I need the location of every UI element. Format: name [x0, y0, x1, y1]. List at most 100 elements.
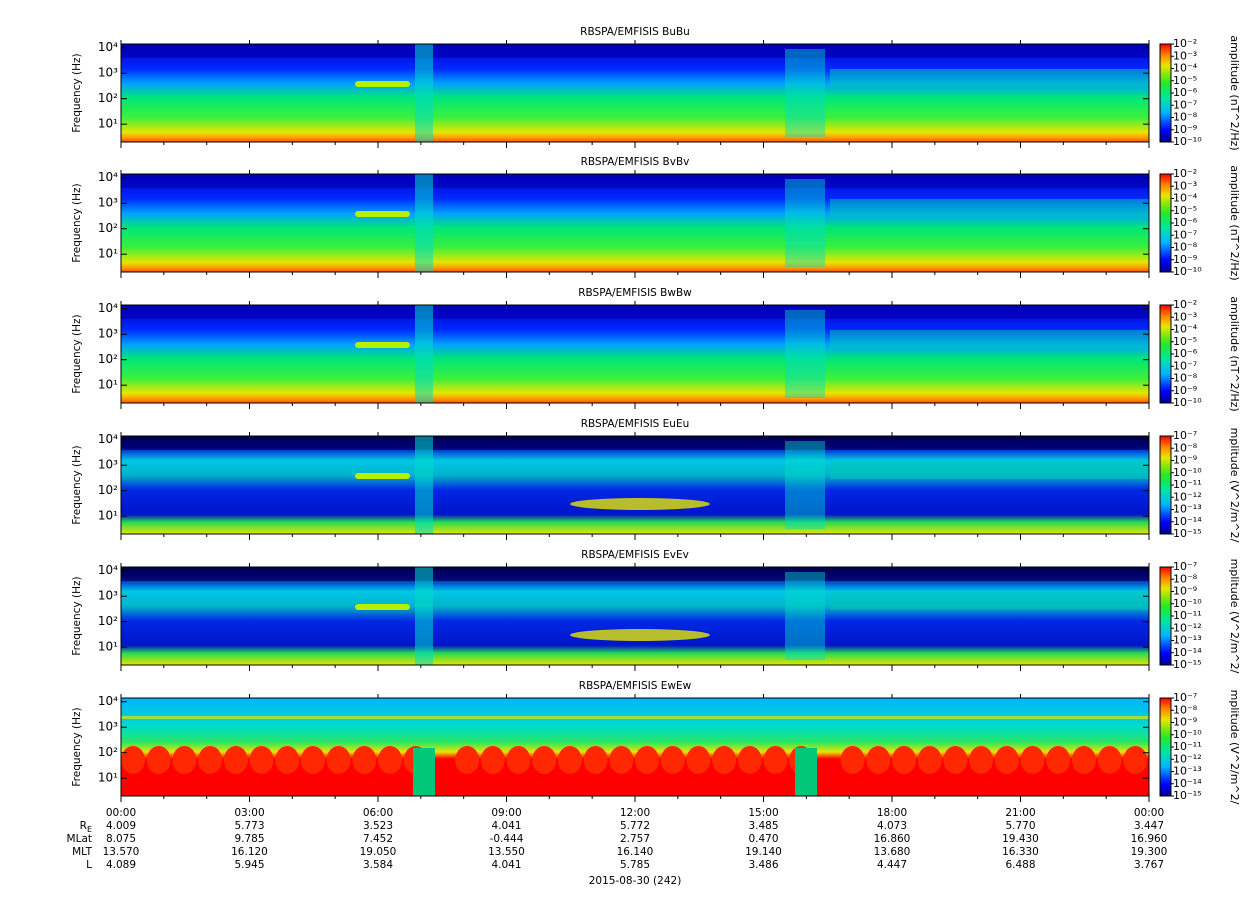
colorbar-tick-label: 10⁻¹⁵: [1173, 527, 1202, 540]
colorbar-tick-label: 10⁻¹⁰: [1173, 265, 1202, 278]
y-tick-label: 10²: [98, 91, 118, 105]
spectrogram-feature: [570, 498, 710, 510]
spectrogram-feature: [532, 746, 557, 774]
ephemeris-value: -0.444: [490, 833, 524, 845]
ephemeris-value: 5.773: [234, 820, 264, 832]
x-tick-label: 21:00: [1005, 807, 1035, 819]
spectrogram-feature: [415, 174, 433, 272]
panel-title: RBSPA/EMFISIS BwBw: [578, 287, 692, 299]
y-axis-label: Frequency (Hz): [71, 707, 83, 786]
panel-title: RBSPA/EMFISIS BvBv: [581, 156, 690, 168]
spectrogram-feature: [1123, 746, 1148, 774]
colorbar-tick-label: 10⁻⁵: [1173, 204, 1197, 217]
y-axis-label: Frequency (Hz): [71, 445, 83, 524]
spectrogram-feature: [712, 746, 737, 774]
colorbar-tick-label: 10⁻¹³: [1173, 634, 1202, 647]
colorbar-tick-label: 10⁻⁹: [1173, 253, 1197, 266]
spectrogram-feature: [583, 746, 608, 774]
y-tick-label: 10⁴: [98, 40, 118, 54]
colorbar-tick-label: 10⁻⁹: [1173, 384, 1197, 397]
colorbar-tick-label: 10⁻⁸: [1173, 111, 1198, 124]
spectrogram-feature: [1097, 746, 1122, 774]
y-tick-label: 10¹: [98, 117, 118, 131]
colorbar-tick-label: 10⁻³: [1173, 179, 1197, 192]
ephemeris-label-subscript: E: [87, 825, 92, 834]
ephemeris-value: 3.486: [748, 859, 778, 871]
colorbar-tick-label: 10⁻⁵: [1173, 74, 1197, 87]
spectrogram-image: [121, 305, 1149, 403]
ephemeris-row-label: RE: [80, 820, 92, 834]
y-tick-label: 10¹: [98, 771, 118, 785]
spectrogram-feature: [943, 746, 968, 774]
colorbar-tick-label: 10⁻¹⁵: [1173, 658, 1202, 671]
spectrogram-image: [121, 174, 1149, 272]
y-tick-label: 10⁴: [98, 694, 118, 708]
y-tick-label: 10⁴: [98, 563, 118, 577]
spectrogram-feature: [570, 629, 710, 641]
colorbar-tick-label: 10⁻⁴: [1173, 192, 1198, 205]
colorbar-tick-label: 10⁻¹²: [1173, 490, 1202, 503]
spectrogram-feature: [795, 748, 817, 796]
y-tick-label: 10⁴: [98, 301, 118, 315]
spectrogram-feature: [557, 746, 582, 774]
spectrogram-feature: [121, 174, 1149, 188]
spectrogram-feature: [480, 746, 505, 774]
ephemeris-value: 16.120: [231, 846, 268, 858]
y-tick-label: 10³: [98, 589, 118, 603]
panel-title: RBSPA/EMFISIS EwEw: [579, 680, 692, 692]
colorbar-tick-label: 10⁻³: [1173, 49, 1197, 62]
spectrogram-feature: [275, 746, 300, 774]
spectrogram-feature: [785, 572, 825, 660]
colorbar-tick-label: 10⁻¹⁴: [1173, 777, 1202, 790]
ephemeris-label-text: MLT: [72, 846, 92, 858]
colorbar-tick-label: 10⁻²: [1173, 298, 1197, 311]
spectrogram-feature: [300, 746, 325, 774]
x-tick-label: 00:00: [1134, 807, 1164, 819]
ephemeris-label-text: R: [80, 820, 87, 832]
ephemeris-value: 13.570: [103, 846, 140, 858]
colorbar-tick-label: 10⁻¹²: [1173, 621, 1202, 634]
ephemeris-value: 5.945: [234, 859, 264, 871]
y-tick-label: 10¹: [98, 378, 118, 392]
y-tick-label: 10³: [98, 720, 118, 734]
spectrogram-feature: [121, 44, 1149, 58]
y-tick-label: 10²: [98, 352, 118, 366]
colorbar-tick-label: 10⁻¹⁵: [1173, 789, 1202, 802]
spectrogram-feature: [660, 746, 685, 774]
colorbar-tick-label: 10⁻⁹: [1173, 585, 1197, 598]
ephemeris-label-text: L: [86, 859, 92, 871]
spectrogram-feature: [830, 461, 1149, 479]
spectrogram-feature: [994, 746, 1019, 774]
spectrogram-feature: [355, 81, 410, 87]
colorbar-tick-label: 10⁻³: [1173, 310, 1197, 323]
colorbar-label: amplitude (nT^2/Hz): [1228, 35, 1241, 150]
y-tick-label: 10²: [98, 745, 118, 759]
colorbar-tick-label: 10⁻¹³: [1173, 765, 1202, 778]
ephemeris-value: 16.860: [874, 833, 911, 845]
ephemeris-value: 4.089: [106, 859, 136, 871]
ephemeris-value: 16.960: [1131, 833, 1168, 845]
colorbar: [1159, 435, 1172, 535]
ephemeris-value: 19.140: [745, 846, 782, 858]
colorbar-label: amplitude (nT^2/Hz): [1228, 165, 1241, 280]
x-axis-label: 2015-08-30 (242): [589, 875, 682, 887]
colorbar-tick-label: 10⁻⁷: [1173, 98, 1197, 111]
panel-title: RBSPA/EMFISIS BuBu: [580, 26, 690, 38]
ephemeris-row-label: MLat: [67, 833, 92, 845]
ephemeris-value: 7.452: [363, 833, 393, 845]
y-tick-label: 10¹: [98, 247, 118, 261]
spectrogram-image: [121, 436, 1149, 534]
ephemeris-label-text: MLat: [67, 833, 92, 845]
x-tick-label: 18:00: [877, 807, 907, 819]
colorbar-tick-label: 10⁻⁹: [1173, 454, 1197, 467]
ephemeris-value: 8.075: [106, 833, 136, 845]
ephemeris-value: 3.447: [1134, 820, 1164, 832]
spectrogram-feature: [830, 592, 1149, 610]
colorbar-tick-label: 10⁻⁶: [1173, 86, 1198, 99]
colorbar-tick-label: 10⁻¹⁰: [1173, 466, 1202, 479]
colorbar-tick-label: 10⁻⁴: [1173, 323, 1198, 336]
colorbar-tick-label: 10⁻²: [1173, 167, 1197, 180]
colorbar-tick-label: 10⁻¹²: [1173, 752, 1202, 765]
spectrogram-image: [121, 698, 1149, 796]
colorbar: [1159, 304, 1172, 404]
